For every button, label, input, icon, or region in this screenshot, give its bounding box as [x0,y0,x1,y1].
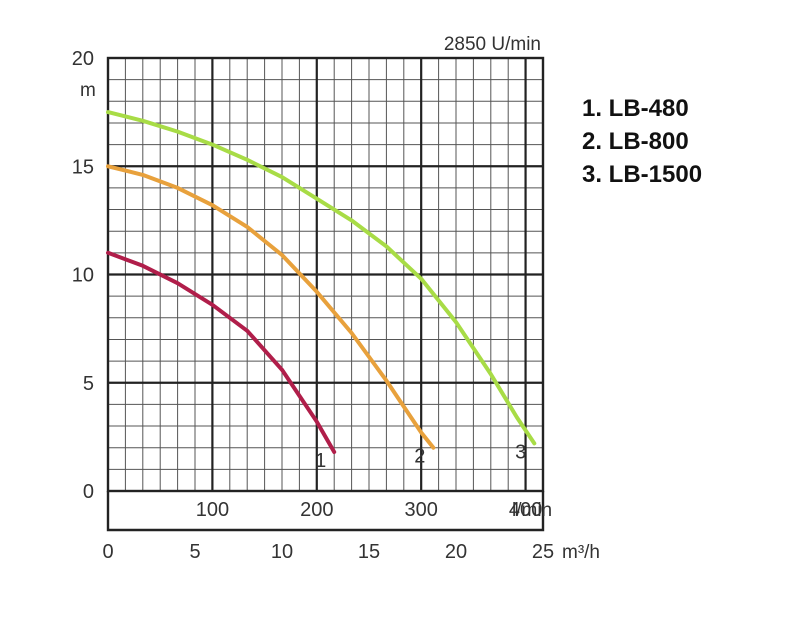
x-tick-label: 5 [189,541,200,563]
secondary-axis-frame [106,491,545,532]
plot-frame [106,56,545,493]
chart-title: 2850 U/min [444,34,541,55]
curve-number-label: 1 [315,450,326,472]
x-axis-label: m³/h [562,542,600,563]
y-axis-label: m [80,80,96,101]
y-tick-label: 15 [72,156,94,178]
x2-tick-label: 200 [300,499,333,521]
x2-tick-label: 400 [509,499,542,521]
legend: 1. LB-480 2. LB-800 3. LB-1500 [582,92,702,191]
series-line-lb-480 [106,250,337,454]
series-line-lb-1500 [106,110,537,446]
x-tick-label: 0 [102,541,113,563]
x-tick-label: 10 [271,541,293,563]
y-tick-label: 20 [72,48,94,70]
series-line-lb-800 [106,164,436,450]
grid-major [106,56,545,532]
x2-axis-label: l/min [512,500,552,521]
legend-item-lb-1500: 3. LB-1500 [582,161,703,188]
y-tick-label: 5 [83,373,94,395]
x2-tick-label: 300 [404,499,437,521]
curve-number-label: 2 [414,446,425,468]
legend-item-lb-800: 2. LB-800 [582,128,689,155]
curve-number-label: 3 [515,441,526,463]
series-layer [106,110,537,454]
x2-tick-label: 100 [196,499,229,521]
legend-item-lb-480: 1. LB-480 [582,95,689,122]
x-tick-label: 20 [445,541,467,563]
y-tick-label: 0 [83,481,94,503]
y-tick-label: 10 [72,265,94,287]
x-tick-label: 25 [532,541,554,563]
x-tick-label: 15 [358,541,380,563]
